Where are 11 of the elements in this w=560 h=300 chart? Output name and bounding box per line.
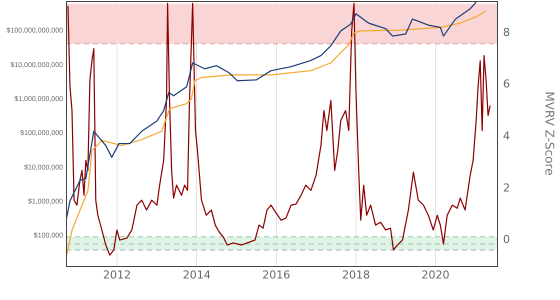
x-tick-label: 2020 [422,268,450,282]
y2-tick-label: 0 [503,233,510,246]
x-tick-label: 2012 [103,268,132,282]
x-tick-label: 2018 [342,268,370,282]
x-tick-label: 2014 [182,268,211,282]
y2-tick-label: 6 [503,78,510,91]
x-tick-label: 2016 [262,268,290,282]
y2-axis-title: MVRV Z-Score [542,91,557,176]
y2-tick-label: 4 [503,129,510,142]
y2-tick-label: 2 [503,181,510,194]
y2-tick-label: 8 [503,26,510,39]
